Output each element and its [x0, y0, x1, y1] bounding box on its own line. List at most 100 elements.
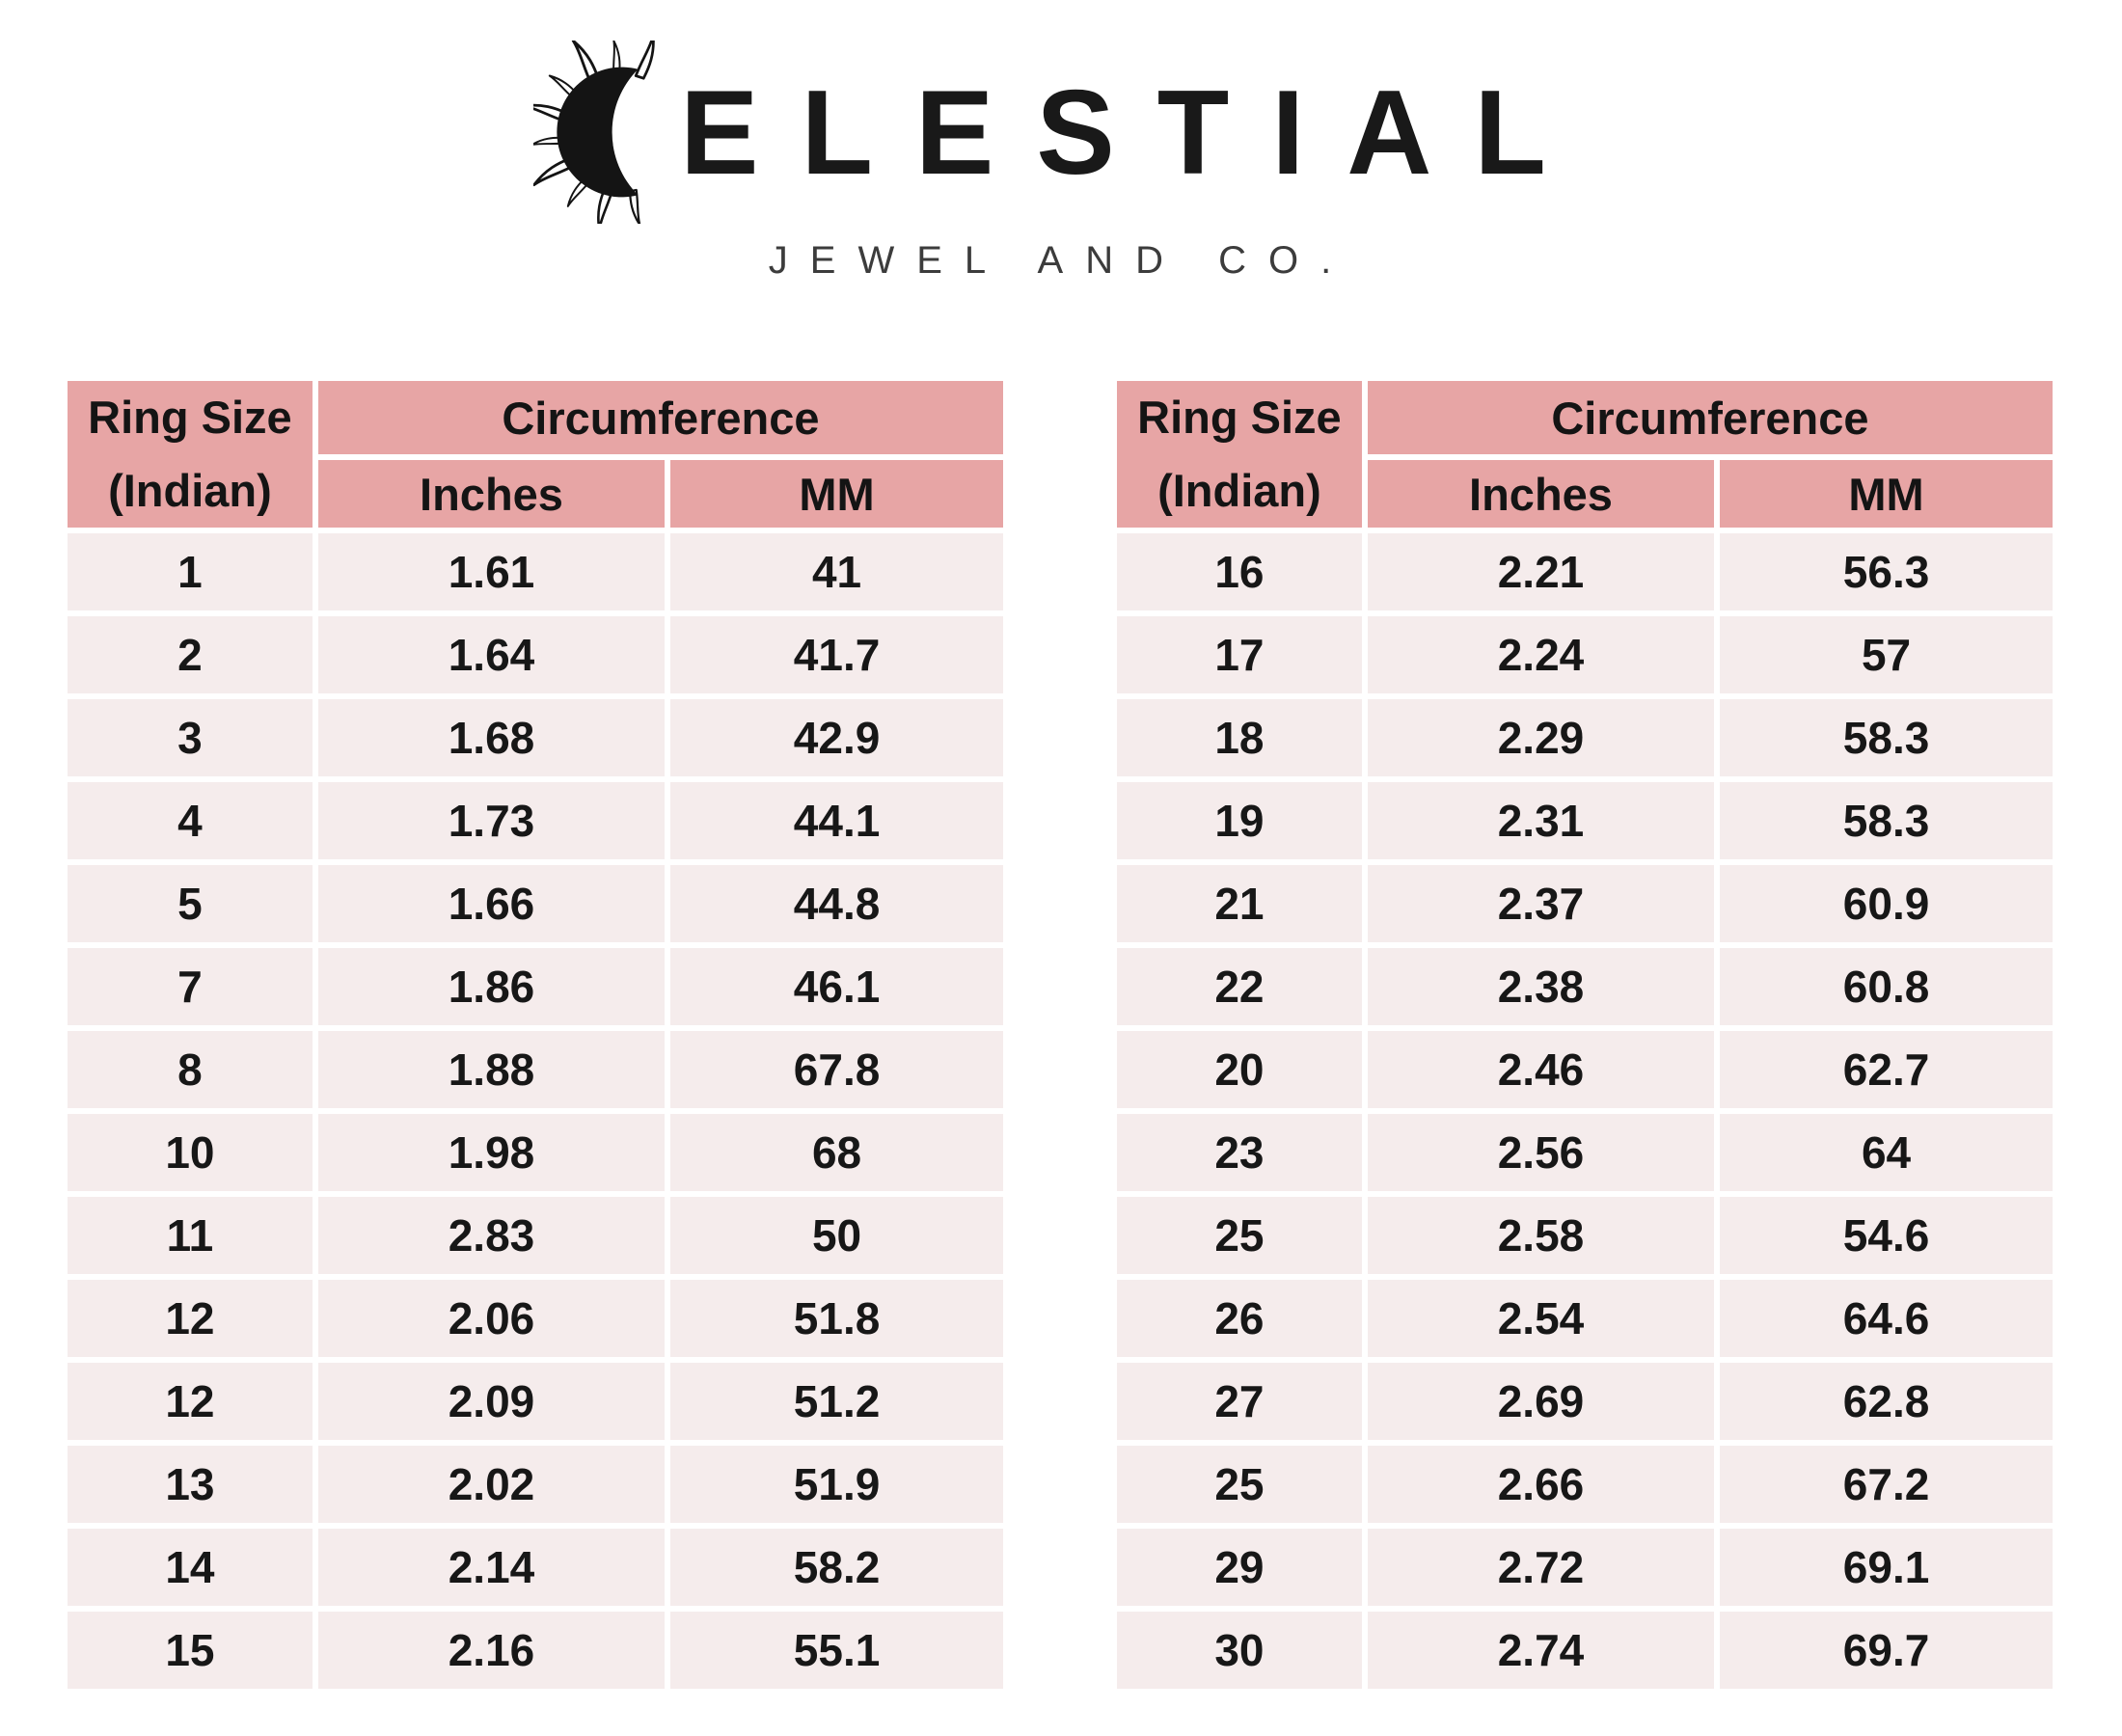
table-cell: 3 — [68, 699, 313, 776]
table-row: 5 1.66 44.8 — [68, 865, 1003, 942]
table-cell: 15 — [68, 1612, 313, 1689]
table-body: 1 1.61 41 2 1.64 41.7 3 1.68 42.9 4 1.73 44.1 5 1.66 4… — [68, 533, 1003, 1689]
table-cell: 69.7 — [1720, 1612, 2053, 1689]
table-row: 8 1.88 67.8 — [68, 1031, 1003, 1108]
ring-size-table-left: Ring Size (Indian) Circumference Inches … — [62, 375, 1009, 1695]
brand-logo: ELESTIAL JEWEL AND CO. — [0, 0, 2122, 283]
table-cell: 55.1 — [670, 1612, 1003, 1689]
table-cell: 2.66 — [1367, 1446, 1715, 1523]
table-cell: 25 — [1117, 1446, 1362, 1523]
table-row: 11 2.83 50 — [68, 1197, 1003, 1274]
table-cell: 51.9 — [670, 1446, 1003, 1523]
table-cell: 2.58 — [1367, 1197, 1715, 1274]
table-row: 15 2.16 55.1 — [68, 1612, 1003, 1689]
table-cell: 19 — [1117, 782, 1362, 859]
table-cell: 2.16 — [317, 1612, 666, 1689]
table-cell: 54.6 — [1720, 1197, 2053, 1274]
table-cell: 1.66 — [317, 865, 666, 942]
header-ring-size: Ring Size (Indian) — [1117, 381, 1362, 528]
table-cell: 44.8 — [670, 865, 1003, 942]
table-header: Ring Size (Indian) Circumference Inches … — [68, 381, 1003, 528]
table-row: 21 2.37 60.9 — [1117, 865, 2053, 942]
table-cell: 1.61 — [317, 533, 666, 610]
sun-crescent-icon — [533, 41, 655, 224]
table-cell: 60.9 — [1720, 865, 2053, 942]
ring-size-table-right: Ring Size (Indian) Circumference Inches … — [1111, 375, 2058, 1695]
table-cell: 64 — [1720, 1114, 2053, 1191]
table-cell: 2.56 — [1367, 1114, 1715, 1191]
header-ring-size-line2: (Indian) — [1157, 465, 1321, 516]
table-row: 30 2.74 69.7 — [1117, 1612, 2053, 1689]
table-cell: 50 — [670, 1197, 1003, 1274]
table-cell: 25 — [1117, 1197, 1362, 1274]
header-inches: Inches — [317, 460, 666, 528]
table-row: 2 1.64 41.7 — [68, 616, 1003, 693]
table-row: 12 2.06 51.8 — [68, 1280, 1003, 1357]
header-mm: MM — [1720, 460, 2053, 528]
table-row: 23 2.56 64 — [1117, 1114, 2053, 1191]
table-cell: 68 — [670, 1114, 1003, 1191]
table-cell: 51.2 — [670, 1363, 1003, 1440]
table-cell: 46.1 — [670, 948, 1003, 1025]
table-row: 17 2.24 57 — [1117, 616, 2053, 693]
table-cell: 13 — [68, 1446, 313, 1523]
table-cell: 51.8 — [670, 1280, 1003, 1357]
table-cell: 1 — [68, 533, 313, 610]
table-row: 18 2.29 58.3 — [1117, 699, 2053, 776]
table-cell: 58.2 — [670, 1529, 1003, 1606]
table-cell: 2.37 — [1367, 865, 1715, 942]
table-cell: 67.8 — [670, 1031, 1003, 1108]
header-ring-size-line1: Ring Size — [1137, 392, 1342, 443]
table-row: 16 2.21 56.3 — [1117, 533, 2053, 610]
table-cell: 62.7 — [1720, 1031, 2053, 1108]
table-cell: 2.72 — [1367, 1529, 1715, 1606]
table-cell: 17 — [1117, 616, 1362, 693]
header-circumference: Circumference — [1367, 381, 2053, 454]
header-inches: Inches — [1367, 460, 1715, 528]
table-row: 14 2.14 58.2 — [68, 1529, 1003, 1606]
table-cell: 64.6 — [1720, 1280, 2053, 1357]
table-row: 20 2.46 62.7 — [1117, 1031, 2053, 1108]
table-cell: 20 — [1117, 1031, 1362, 1108]
table-row: 4 1.73 44.1 — [68, 782, 1003, 859]
table-row: 3 1.68 42.9 — [68, 699, 1003, 776]
table-cell: 2.06 — [317, 1280, 666, 1357]
table-cell: 18 — [1117, 699, 1362, 776]
table-cell: 58.3 — [1720, 782, 2053, 859]
table-cell: 23 — [1117, 1114, 1362, 1191]
table-cell: 2.54 — [1367, 1280, 1715, 1357]
table-cell: 11 — [68, 1197, 313, 1274]
table-cell: 2.24 — [1367, 616, 1715, 693]
brand-subtitle: JEWEL AND CO. — [768, 239, 1354, 282]
table-cell: 67.2 — [1720, 1446, 2053, 1523]
table-cell: 10 — [68, 1114, 313, 1191]
table-cell: 57 — [1720, 616, 2053, 693]
table-cell: 1.73 — [317, 782, 666, 859]
table-cell: 2.38 — [1367, 948, 1715, 1025]
table-cell: 41.7 — [670, 616, 1003, 693]
table-cell: 2.46 — [1367, 1031, 1715, 1108]
table-cell: 2 — [68, 616, 313, 693]
table-cell: 4 — [68, 782, 313, 859]
table-cell: 2.83 — [317, 1197, 666, 1274]
table-cell: 1.64 — [317, 616, 666, 693]
table-row: 7 1.86 46.1 — [68, 948, 1003, 1025]
brand-wordmark: ELESTIAL — [533, 41, 1589, 224]
table-cell: 62.8 — [1720, 1363, 2053, 1440]
table-cell: 7 — [68, 948, 313, 1025]
table-cell: 2.31 — [1367, 782, 1715, 859]
table-cell: 14 — [68, 1529, 313, 1606]
brand-name-text: ELESTIAL — [680, 65, 1589, 200]
table-row: 29 2.72 69.1 — [1117, 1529, 2053, 1606]
table-row: 1 1.61 41 — [68, 533, 1003, 610]
table-row: 25 2.58 54.6 — [1117, 1197, 2053, 1274]
table-cell: 2.14 — [317, 1529, 666, 1606]
table-cell: 29 — [1117, 1529, 1362, 1606]
table-cell: 1.86 — [317, 948, 666, 1025]
table-row: 19 2.31 58.3 — [1117, 782, 2053, 859]
table-cell: 12 — [68, 1363, 313, 1440]
table-body: 16 2.21 56.3 17 2.24 57 18 2.29 58.3 19 2.31 58.3 21… — [1117, 533, 2053, 1689]
table-cell: 27 — [1117, 1363, 1362, 1440]
header-circumference: Circumference — [317, 381, 1003, 454]
